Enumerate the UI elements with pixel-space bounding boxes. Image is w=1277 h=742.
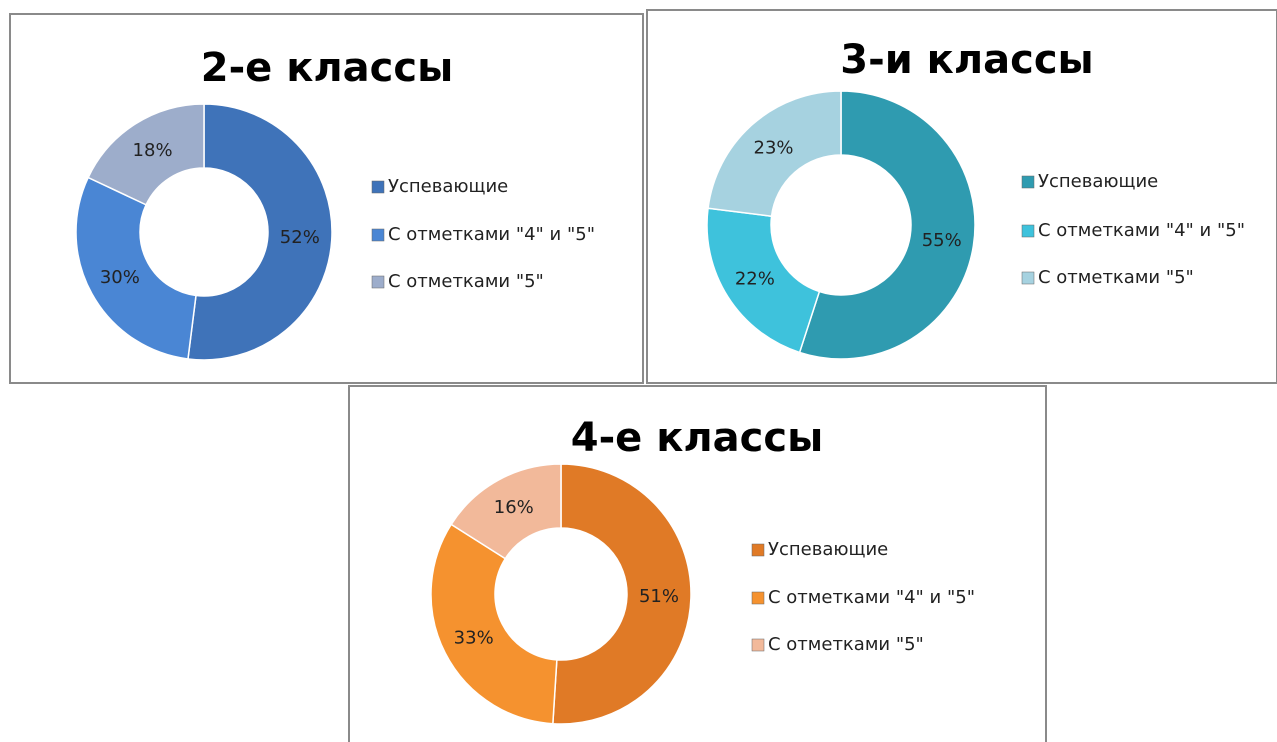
legend-label: Успевающие [388,176,508,197]
data-label: 30% [100,267,140,288]
data-label: 55% [922,230,962,251]
legend-swatch [1021,271,1035,285]
data-label: 33% [454,627,494,648]
data-label: 22% [735,269,775,290]
chart-title: 4-е классы [571,415,824,461]
donut-segment [75,176,197,360]
donut-segment [430,523,558,725]
legend-label: Успевающие [1038,171,1158,192]
donut-segment [450,463,562,560]
data-label: 23% [754,137,794,158]
legend-swatch [371,275,385,289]
legend-swatch [1021,224,1035,238]
legend-swatch [371,228,385,242]
legend-swatch [751,591,765,605]
legend-label: Успевающие [768,539,888,560]
data-label: 51% [639,586,679,607]
legend-label: С отметками "4" и "5" [768,587,975,608]
donut-segment [706,207,821,354]
chart-title: 2-е классы [201,45,454,91]
donut-segment [707,90,842,218]
legend-swatch [1021,175,1035,189]
data-label: 18% [133,140,173,161]
legend-label: С отметками "4" и "5" [388,224,595,245]
chart-title: 3-и классы [840,37,1093,83]
legend-label: С отметками "4" и "5" [1038,220,1245,241]
data-label: 52% [280,227,320,248]
donut-segment [87,103,205,206]
data-label: 16% [494,497,534,518]
donut-segment [798,90,976,360]
legend-swatch [751,543,765,557]
legend-swatch [371,180,385,194]
donut-segment [552,463,692,725]
legend-label: С отметками "5" [1038,267,1194,288]
legend-label: С отметками "5" [388,271,544,292]
legend-label: С отметками "5" [768,634,924,655]
legend-swatch [751,638,765,652]
donut-segment [187,103,333,361]
